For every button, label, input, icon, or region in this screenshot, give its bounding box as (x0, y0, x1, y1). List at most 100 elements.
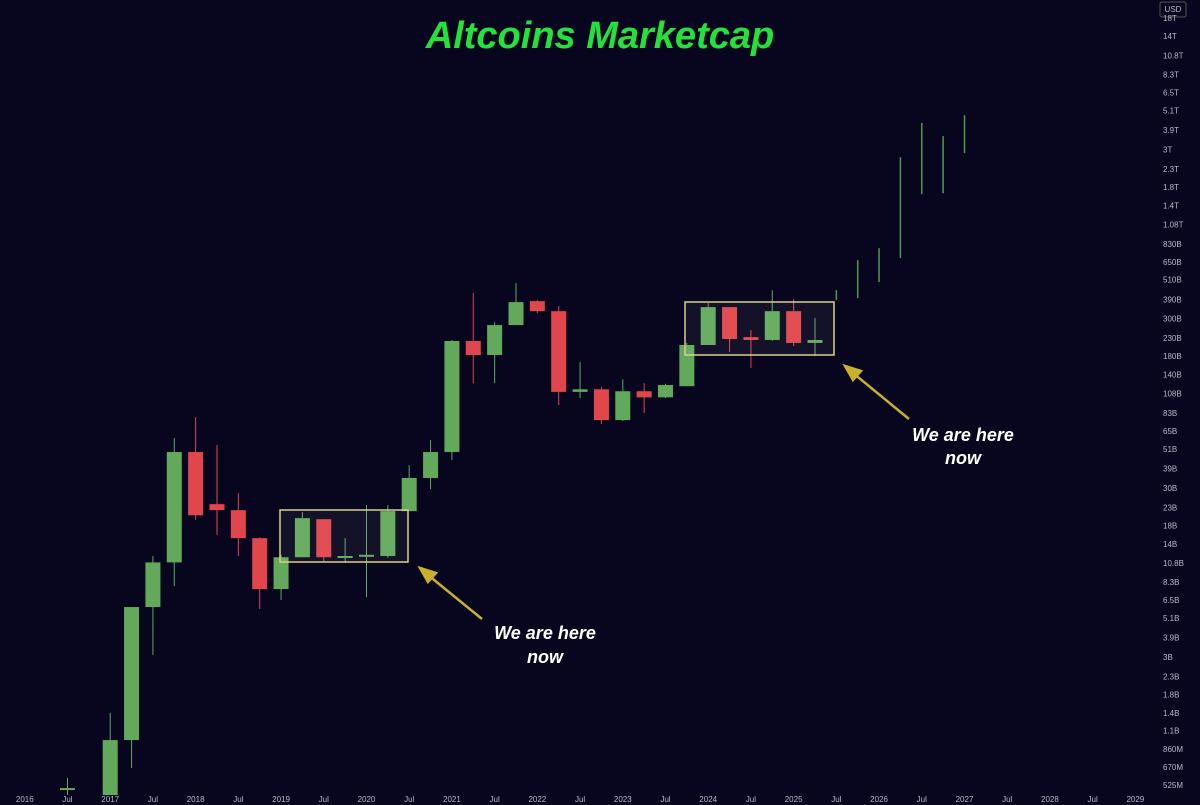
x-tick-label: 2024 (699, 795, 717, 804)
x-tick-label: Jul (233, 795, 243, 804)
candle-body (337, 556, 353, 559)
y-tick-label: 860M (1163, 745, 1183, 754)
candle-body (764, 311, 780, 340)
currency-box (1159, 1, 1187, 18)
candle-body (316, 519, 332, 558)
arrows (417, 363, 910, 620)
y-tick-label: 390B (1163, 295, 1182, 304)
arrow (852, 372, 910, 420)
arrow-head (417, 565, 439, 585)
y-tick-label: 180B (1163, 352, 1182, 361)
y-tick-label: 10.8T (1163, 51, 1184, 60)
y-tick-label: 39B (1163, 465, 1177, 474)
candle-body (230, 510, 246, 539)
candle-body (124, 607, 140, 741)
y-tick-label: 14T (1163, 32, 1177, 41)
candle-body (615, 391, 631, 421)
arrow-head (842, 363, 864, 383)
y-tick-label: 6.5B (1163, 596, 1179, 605)
candle-body (102, 740, 118, 796)
y-tick-label: 1.08T (1163, 220, 1184, 229)
y-tick-label: 1.1B (1163, 727, 1179, 736)
candle-body (743, 337, 759, 340)
y-tick-label: 2.3T (1163, 165, 1179, 174)
x-tick-label: Jul (660, 795, 670, 804)
y-tick-label: 510B (1163, 276, 1182, 285)
y-tick-label: 8.3B (1163, 578, 1179, 587)
y-tick-label: 23B (1163, 503, 1177, 512)
candle-body (401, 477, 417, 512)
candle-body (487, 325, 503, 356)
x-tick-label: 2017 (101, 795, 119, 804)
chart-title: Altcoins Marketcap (425, 15, 774, 57)
candle-body (593, 389, 609, 421)
y-tick-label: 670M (1163, 763, 1183, 772)
x-tick-label: Jul (575, 795, 585, 804)
candle-body (722, 307, 738, 340)
annotation: We are here (912, 425, 1014, 445)
y-tick-label: 108B (1163, 390, 1182, 399)
annotation: We are here (494, 623, 596, 643)
x-tick-label: 2023 (614, 795, 632, 804)
highlight-box (279, 509, 409, 563)
highlight-box (684, 301, 835, 356)
x-tick-label: 2019 (272, 795, 290, 804)
y-tick-label: 18B (1163, 521, 1177, 530)
candle-body (252, 538, 268, 590)
y-tick-label: 14B (1163, 540, 1177, 549)
y-tick-label: 8.3T (1163, 71, 1179, 80)
y-tick-label: 3.9B (1163, 634, 1179, 643)
x-tick-label: Jul (1088, 795, 1098, 804)
y-tick-label: 525M (1163, 781, 1183, 790)
y-tick-label: 230B (1163, 334, 1182, 343)
y-tick-label: 5.1T (1163, 106, 1179, 115)
x-tick-label: 2025 (785, 795, 803, 804)
candle-body (358, 554, 374, 557)
candle-body (380, 511, 396, 557)
candle-body (636, 391, 652, 398)
y-tick-label: 65B (1163, 427, 1177, 436)
y-tick-label: 1.4B (1163, 709, 1179, 718)
candle-body (59, 788, 75, 791)
y-tick-label: 140B (1163, 371, 1182, 380)
y-tick-label: 3B (1163, 653, 1173, 662)
x-tick-label: Jul (319, 795, 329, 804)
candle-body (273, 557, 289, 590)
x-tick-label: 2029 (1126, 795, 1144, 804)
candle-body (166, 452, 182, 563)
x-tick-label: Jul (148, 795, 158, 804)
x-tick-label: 2028 (1041, 795, 1059, 804)
candle-body (551, 311, 567, 392)
candle-body (294, 518, 310, 558)
y-tick-label: 830B (1163, 240, 1182, 249)
x-tick-label: 2022 (528, 795, 546, 804)
currency-label: USD (1165, 5, 1182, 14)
y-tick-label: 1.8B (1163, 691, 1179, 700)
candle-body (529, 301, 545, 312)
x-tick-label: Jul (746, 795, 756, 804)
annotation: now (945, 448, 982, 468)
x-tick-label: Jul (490, 795, 500, 804)
x-tick-label: 2026 (870, 795, 888, 804)
candle-body (444, 340, 460, 453)
y-tick-label: 10.8B (1163, 559, 1184, 568)
candle-body (572, 389, 588, 392)
x-tick-label: 2016 (16, 795, 34, 804)
y-tick-label: 30B (1163, 484, 1177, 493)
candle-body (145, 562, 161, 608)
x-tick-label: Jul (62, 795, 72, 804)
y-tick-label: 1.8T (1163, 183, 1179, 192)
y-tick-label: 18T (1163, 14, 1177, 23)
x-tick-label: Jul (404, 795, 414, 804)
candle-body (807, 339, 823, 343)
y-tick-label: 1.4T (1163, 201, 1179, 210)
y-tick-label: 83B (1163, 409, 1177, 418)
y-tick-label: 650B (1163, 258, 1182, 267)
candle-body (209, 504, 225, 511)
y-tick-label: 51B (1163, 445, 1177, 454)
x-tick-label: 2021 (443, 795, 461, 804)
annotation: now (527, 647, 564, 667)
x-tick-label: Jul (917, 795, 927, 804)
arrow (427, 574, 483, 620)
